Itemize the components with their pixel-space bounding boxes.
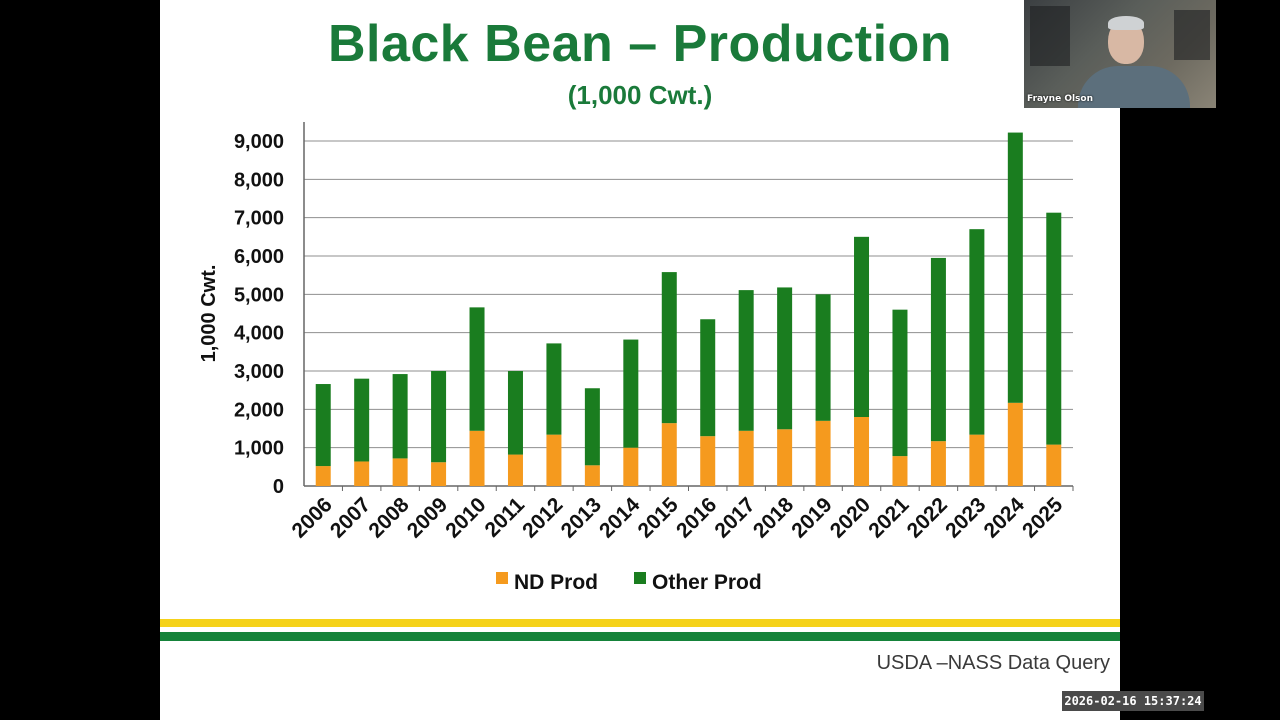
x-tick-label: 2017	[710, 493, 759, 542]
bar-other-prod	[1007, 132, 1023, 403]
bar-other-prod	[661, 272, 677, 424]
bar-other-prod	[815, 294, 831, 421]
legend-label: ND Prod	[514, 571, 598, 594]
x-tick-label: 2019	[787, 493, 836, 542]
bar-nd-prod	[623, 447, 639, 486]
participant-hair	[1108, 16, 1144, 30]
bar-other-prod	[854, 236, 870, 417]
x-tick-label: 2006	[287, 493, 336, 542]
y-tick-label: 9,000	[234, 131, 284, 153]
x-tick-label: 2025	[1018, 493, 1068, 543]
bar-other-prod	[930, 257, 946, 442]
yellow-stripe	[160, 619, 1120, 627]
bar-nd-prod	[354, 461, 370, 486]
bar-other-prod	[1046, 212, 1062, 445]
y-tick-label: 8,000	[234, 169, 284, 191]
x-tick-label: 2010	[441, 493, 490, 542]
bar-nd-prod	[507, 454, 523, 486]
x-tick-label: 2009	[403, 493, 452, 542]
x-tick-label: 2013	[557, 493, 606, 542]
bar-other-prod	[507, 371, 523, 455]
bar-nd-prod	[930, 441, 946, 486]
participant-name: Frayne Olson	[1027, 94, 1094, 104]
bar-nd-prod	[892, 456, 908, 486]
slide-title: Black Bean – Production	[327, 15, 953, 73]
bar-nd-prod	[315, 466, 331, 486]
participant-body	[1078, 66, 1190, 108]
bar-other-prod	[315, 384, 331, 467]
legend-label: Other Prod	[652, 571, 762, 594]
bar-nd-prod	[777, 429, 793, 486]
bar-other-prod	[969, 229, 985, 435]
bar-other-prod	[738, 290, 754, 431]
stacked-bar-chart: 0 1,000 2,000 3,000 4,000 5,000 6,000 7,000 8,00…	[198, 122, 1074, 594]
bar-other-prod	[354, 378, 370, 462]
bar-nd-prod	[469, 430, 485, 486]
y-tick-label: 1,000	[234, 438, 284, 460]
bar-nd-prod	[661, 423, 677, 486]
bar-nd-prod	[584, 465, 600, 486]
bar-other-prod	[546, 343, 562, 435]
slide-subtitle: (1,000 Cwt.)	[567, 80, 713, 110]
legend-swatch	[634, 572, 646, 584]
bar-nd-prod	[854, 417, 870, 486]
bookshelf	[1030, 6, 1070, 66]
recording-timestamp: 2026-02-16 15:37:24	[1062, 691, 1204, 711]
bar-nd-prod	[738, 430, 754, 486]
x-tick-label: 2020	[826, 493, 875, 542]
y-axis-title: 1,000 Cwt.	[198, 265, 220, 363]
bar-nd-prod	[815, 420, 831, 486]
bar-other-prod	[700, 319, 716, 437]
x-tick-label: 2022	[903, 493, 952, 542]
source-note: USDA –NASS Data Query	[876, 652, 1110, 674]
bar-other-prod	[392, 374, 408, 459]
bar-other-prod	[584, 388, 600, 466]
bar-other-prod	[892, 309, 908, 457]
x-tick-label: 2021	[864, 493, 914, 543]
bar-nd-prod	[392, 458, 408, 486]
legend-swatch	[496, 572, 508, 584]
bookshelf	[1174, 10, 1210, 60]
bar-other-prod	[623, 339, 639, 448]
y-tick-label: 3,000	[234, 361, 284, 383]
bar-nd-prod	[1007, 402, 1023, 486]
y-tick-label: 5,000	[234, 284, 284, 306]
bar-nd-prod	[1046, 444, 1062, 486]
y-tick-label: 2,000	[234, 399, 284, 421]
x-tick-label: 2023	[941, 493, 990, 542]
bar-nd-prod	[546, 434, 562, 486]
x-tick-label: 2018	[749, 493, 799, 543]
green-stripe	[160, 632, 1120, 641]
x-tick-label: 2014	[595, 493, 645, 543]
bar-other-prod	[469, 307, 485, 431]
y-tick-label: 7,000	[234, 208, 284, 230]
bar-nd-prod	[431, 462, 447, 486]
bar-other-prod	[431, 371, 447, 463]
bar-other-prod	[777, 287, 793, 430]
x-tick-label: 2024	[980, 493, 1030, 543]
x-tick-label: 2015	[634, 493, 684, 543]
x-tick-label: 2012	[518, 493, 567, 542]
participant-video-tile[interactable]: Frayne Olson	[1024, 0, 1216, 108]
x-tick-label: 2011	[481, 493, 530, 542]
x-tick-label: 2007	[326, 493, 375, 542]
presentation-slide: Black Bean – Production (1,000 Cwt.) 0 1,…	[160, 0, 1120, 720]
bar-nd-prod	[969, 434, 985, 486]
x-tick-label: 2008	[364, 493, 414, 543]
x-tick-label: 2016	[672, 493, 721, 542]
y-tick-label: 0	[273, 476, 284, 498]
y-tick-label: 4,000	[234, 323, 284, 345]
y-tick-label: 6,000	[234, 246, 284, 268]
bar-nd-prod	[700, 436, 716, 486]
